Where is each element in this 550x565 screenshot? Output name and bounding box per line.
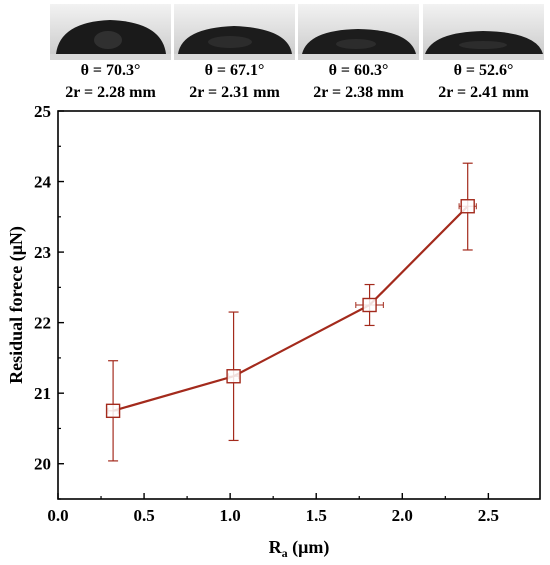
plot-frame [57,110,541,500]
y-tick-label: 23 [34,243,51,262]
x-axis-label-subscript: a [282,546,288,560]
y-tick-label: 22 [34,314,51,333]
series-line [112,205,469,412]
droplet-caption-3: θ = 60.3° 2r = 2.38 mm [298,60,419,104]
y-tick-label: 24 [34,173,52,192]
x-tick-label: 1.0 [220,506,241,525]
contact-angle-label: θ = 60.3° [328,62,389,79]
x-axis-label: Ra (μm) [269,537,330,560]
droplet-photo-3 [298,4,419,60]
x-tick-label: 2.0 [392,506,413,525]
droplet-photo-2 [174,4,295,60]
y-tick-label: 25 [34,102,51,121]
contact-angle-label: θ = 67.1° [204,62,265,79]
x-tick-label: 1.5 [306,506,327,525]
y-axis-label: Residual forece (μN) [6,226,27,384]
diameter-label: 2r = 2.38 mm [313,84,404,101]
contact-angle-label: θ = 52.6° [453,62,514,79]
diameter-label: 2r = 2.31 mm [189,84,280,101]
droplet-photo-1 [50,4,171,60]
droplet-caption-2: θ = 67.1° 2r = 2.31 mm [174,60,295,104]
x-tick-label: 0.5 [133,506,154,525]
x-tick-label: 2.5 [478,506,499,525]
droplet-caption-4: θ = 52.6° 2r = 2.41 mm [423,60,544,104]
y-tick-label: 20 [34,455,51,474]
diameter-label: 2r = 2.28 mm [65,84,156,101]
y-tick-label: 21 [34,384,51,403]
data-point-marker [460,199,475,214]
data-point-marker [362,297,377,313]
droplet-photo-4 [423,4,544,60]
data-point-marker [105,403,121,419]
x-axis-label-main: R [269,537,283,557]
contact-angle-label: θ = 70.3° [80,62,141,79]
droplet-caption-1: θ = 70.3° 2r = 2.28 mm [50,60,171,104]
x-tick-label: 0.0 [47,506,68,525]
x-axis-label-unit: (μm) [288,537,330,558]
data-point-marker [226,369,241,384]
diameter-label: 2r = 2.41 mm [438,84,529,101]
